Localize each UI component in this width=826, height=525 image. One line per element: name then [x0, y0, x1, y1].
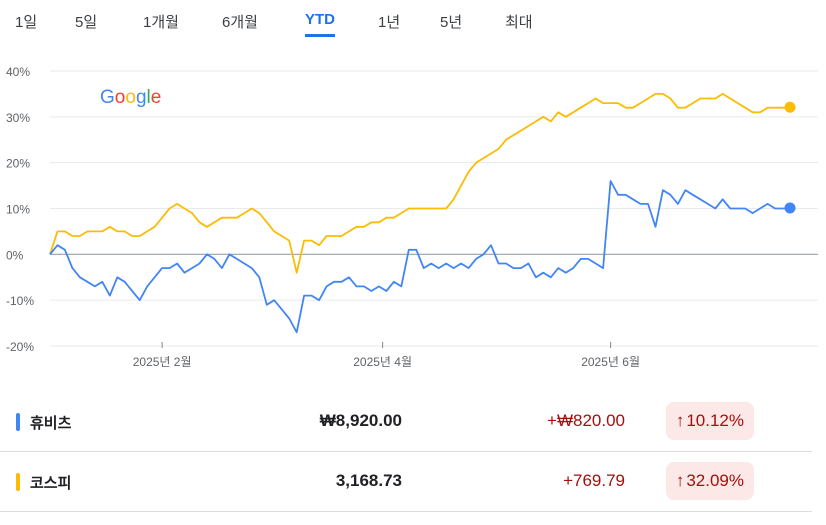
y-tick-label: -20% — [6, 340, 34, 354]
y-tick-label: 0% — [6, 248, 24, 262]
stock-name: 코스피 — [30, 475, 72, 492]
stock-row-hubitz[interactable]: 휴비츠 ₩8,920.00 +₩820.00 ↑ 10.12% — [0, 392, 812, 452]
series-color-bar — [16, 413, 20, 431]
tab-max[interactable]: 최대 — [505, 14, 533, 31]
range-tabs: 1일 5일 1개월 6개월 YTD 1년 5년 최대 — [0, 0, 826, 44]
series-line-hubitz — [49, 180, 791, 334]
series-end-marker-kospi — [784, 101, 796, 113]
x-tick-label: 2025년 2월 — [133, 355, 192, 369]
tab-5d[interactable]: 5일 — [75, 14, 98, 31]
y-tick-label: 30% — [6, 111, 30, 125]
x-tick-label: 2025년 6월 — [581, 355, 640, 369]
y-tick-label: -10% — [6, 294, 34, 308]
google-logo: Google — [100, 87, 161, 108]
y-tick-label: 40% — [6, 65, 30, 79]
tab-6m[interactable]: 6개월 — [222, 14, 258, 31]
series-end-marker-hubitz — [784, 202, 796, 214]
line-chart[interactable]: 40% 30% 20% 10% 0% -10% -20% 2025년 2월 2025년 4월 20… — [0, 55, 826, 385]
stock-change: +769.79 — [563, 471, 625, 490]
tab-1y[interactable]: 1년 — [378, 14, 401, 31]
stock-name: 휴비츠 — [30, 415, 72, 432]
legend-rows: 휴비츠 ₩8,920.00 +₩820.00 ↑ 10.12% 코스피 3,168… — [0, 392, 812, 512]
series-line-kospi — [49, 93, 791, 274]
stock-price: ₩8,920.00 — [319, 411, 402, 430]
tab-5y[interactable]: 5년 — [440, 14, 463, 31]
tab-1m[interactable]: 1개월 — [143, 14, 179, 31]
stock-row-kospi[interactable]: 코스피 3,168.73 +769.79 ↑ 32.09% — [0, 452, 812, 512]
y-tick-label: 10% — [6, 203, 30, 217]
series-color-bar — [16, 473, 20, 491]
x-tick-label: 2025년 4월 — [353, 355, 412, 369]
percent-value: 32.09% — [686, 471, 744, 490]
percent-change-badge: ↑ 10.12% — [665, 402, 754, 440]
stock-price: 3,168.73 — [335, 471, 402, 490]
tab-ytd[interactable]: YTD — [305, 11, 335, 37]
y-tick-label: 20% — [6, 157, 30, 171]
tab-1d[interactable]: 1일 — [15, 14, 38, 31]
percent-change-badge: ↑ 32.09% — [665, 462, 754, 500]
stock-change: +₩820.00 — [547, 411, 625, 430]
arrow-up-icon: ↑ — [675, 471, 685, 490]
percent-value: 10.12% — [686, 411, 744, 430]
arrow-up-icon: ↑ — [675, 411, 685, 430]
